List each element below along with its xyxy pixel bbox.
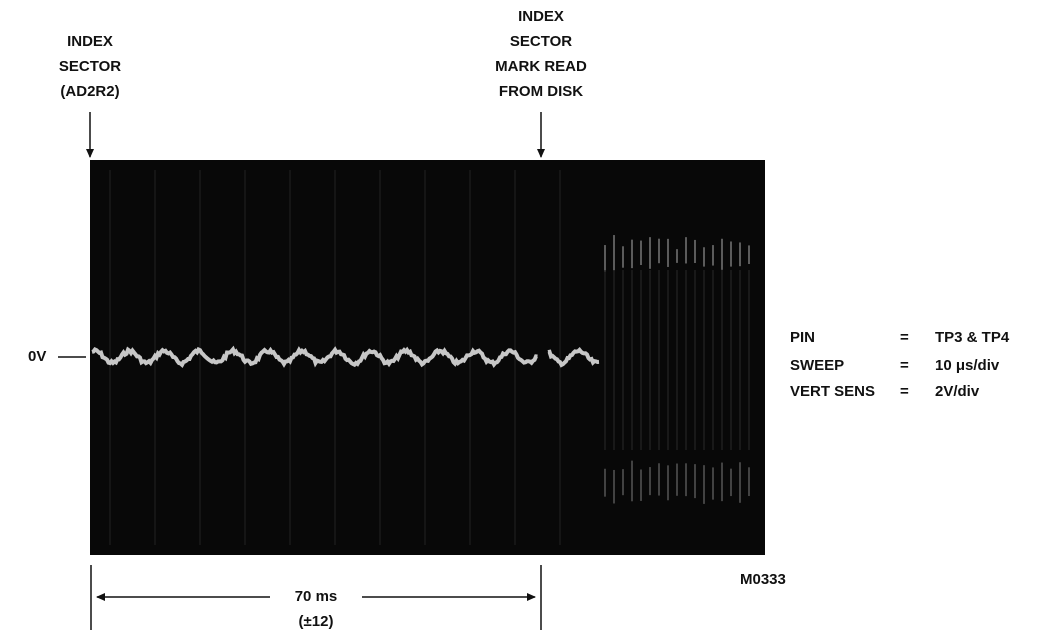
setting-value: 10 μs/div xyxy=(935,357,1000,374)
figure-id: M0333 xyxy=(740,571,786,588)
marker-text: SECTOR xyxy=(510,33,572,50)
setting-eq: = xyxy=(900,383,909,400)
marker-text: INDEX xyxy=(67,33,113,50)
scope-screen xyxy=(90,160,765,555)
trace-part xyxy=(547,346,600,368)
setting-name: VERT SENS xyxy=(790,383,875,400)
setting-eq: = xyxy=(900,329,909,346)
marker-text: (AD2R2) xyxy=(60,83,119,100)
setting-name: PIN xyxy=(790,329,815,346)
setting-name: SWEEP xyxy=(790,357,844,374)
marker-text: SECTOR xyxy=(59,58,121,75)
setting-value: TP3 & TP4 xyxy=(935,329,1010,346)
setting-value: 2V/div xyxy=(935,383,980,400)
interval-tolerance: (±12) xyxy=(299,613,334,630)
interval-label: 70 ms xyxy=(295,588,338,605)
marker-text: MARK READ xyxy=(495,58,587,75)
trace-part xyxy=(91,345,538,368)
marker-text: INDEX xyxy=(518,8,564,25)
scope-trace xyxy=(91,170,750,545)
marker-text: FROM DISK xyxy=(499,83,583,100)
zero-label: 0V xyxy=(28,348,46,365)
setting-eq: = xyxy=(900,357,909,374)
